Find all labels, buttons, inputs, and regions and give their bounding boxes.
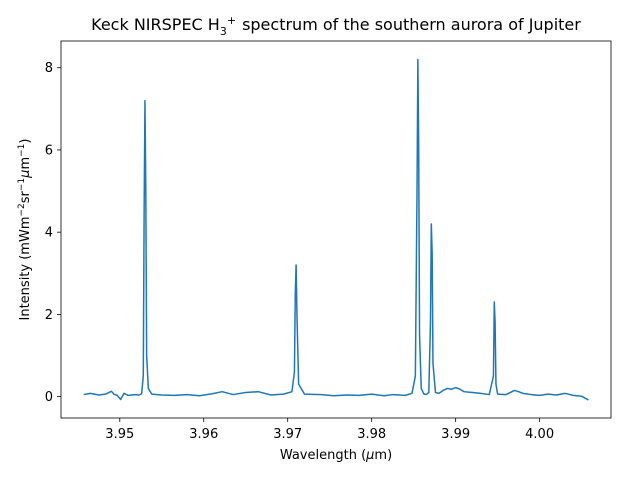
ylabel-part-a: Intensity (mWm <box>18 217 33 321</box>
spectrum-line-0 <box>83 58 589 401</box>
plot-frame <box>60 40 612 419</box>
ylabel-sup-a: −2 <box>17 203 27 216</box>
ylabel-part-d: ) <box>18 139 33 144</box>
chart-title: Keck NIRSPEC H3+ spectrum of the southern… <box>91 14 581 38</box>
ylabel-part-c: m <box>18 157 33 170</box>
ylabel-mu: μ <box>18 170 33 179</box>
title-suffix: spectrum of the southern aurora of Jupit… <box>242 15 581 34</box>
x-tick-label: 3.96 <box>189 427 218 442</box>
x-tick-label: 4.00 <box>525 427 554 442</box>
y-axis: 0 2 4 6 8 <box>45 61 61 405</box>
y-axis-label: Intensity (mWm−2sr−1μm−1) <box>17 139 33 321</box>
y-tick-label: 6 <box>45 143 53 158</box>
xlabel-mu: μ <box>365 448 374 463</box>
ylabel-part-b: sr <box>18 190 33 203</box>
x-axis: 3.95 3.96 3.97 3.98 3.99 4.00 <box>105 418 554 442</box>
y-tick-label: 8 <box>45 61 53 76</box>
ylabel-sup-c: −1 <box>17 144 27 157</box>
xlabel-suffix: m) <box>374 448 392 463</box>
y-tick-label: 0 <box>45 390 53 405</box>
title-subscript: 3 <box>220 25 227 38</box>
x-tick-label: 3.99 <box>441 427 470 442</box>
x-tick-label: 3.98 <box>357 427 386 442</box>
y-tick-label: 2 <box>45 308 53 323</box>
x-axis-label: Wavelength (μm) <box>280 448 392 463</box>
title-prefix: Keck NIRSPEC H <box>91 15 220 34</box>
title-superscript: + <box>227 14 236 27</box>
x-tick-label: 3.95 <box>105 427 134 442</box>
line-layer <box>83 58 589 401</box>
y-tick-label: 4 <box>45 226 53 241</box>
x-tick-label: 3.97 <box>273 427 302 442</box>
ylabel-sup-b: −1 <box>17 178 27 191</box>
xlabel-prefix: Wavelength ( <box>280 448 366 463</box>
